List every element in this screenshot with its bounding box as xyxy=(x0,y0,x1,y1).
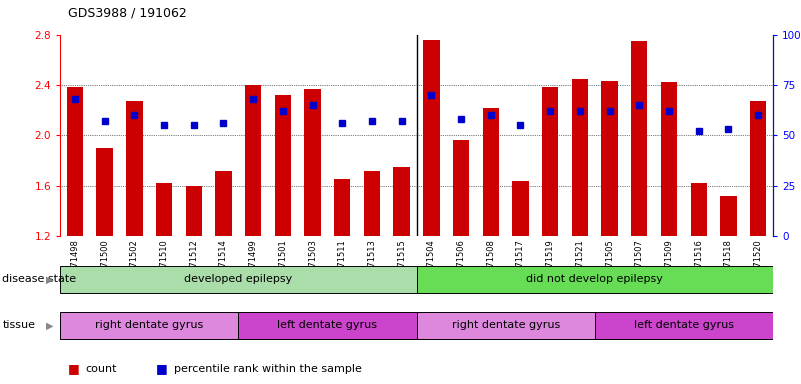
Text: did not develop epilepsy: did not develop epilepsy xyxy=(526,274,663,285)
Bar xyxy=(127,101,143,236)
Text: percentile rank within the sample: percentile rank within the sample xyxy=(174,364,362,374)
Bar xyxy=(594,312,773,339)
Bar xyxy=(156,183,172,236)
Bar xyxy=(750,101,767,236)
Text: left dentate gyrus: left dentate gyrus xyxy=(277,320,377,331)
Bar xyxy=(334,179,350,236)
Text: GDS3988 / 191062: GDS3988 / 191062 xyxy=(68,6,187,19)
Bar xyxy=(572,79,588,236)
Bar xyxy=(417,312,594,339)
Bar xyxy=(186,186,202,236)
Bar xyxy=(96,148,113,236)
Text: ■: ■ xyxy=(68,362,80,375)
Text: ■: ■ xyxy=(156,362,168,375)
Text: ▶: ▶ xyxy=(46,320,54,331)
Bar xyxy=(453,141,469,236)
Text: ▶: ▶ xyxy=(46,274,54,285)
Bar xyxy=(542,88,558,236)
Bar xyxy=(215,170,231,236)
Text: count: count xyxy=(86,364,117,374)
Bar xyxy=(423,40,440,236)
Text: left dentate gyrus: left dentate gyrus xyxy=(634,320,734,331)
Bar xyxy=(60,312,239,339)
Bar xyxy=(245,85,261,236)
Bar xyxy=(483,108,499,236)
Bar xyxy=(417,266,773,293)
Bar xyxy=(513,181,529,236)
Bar xyxy=(720,196,737,236)
Bar xyxy=(66,88,83,236)
Bar xyxy=(631,41,647,236)
Bar xyxy=(239,312,417,339)
Text: right dentate gyrus: right dentate gyrus xyxy=(452,320,560,331)
Text: tissue: tissue xyxy=(2,320,35,331)
Bar xyxy=(661,83,677,236)
Bar xyxy=(690,183,706,236)
Bar xyxy=(275,95,291,236)
Bar xyxy=(393,167,410,236)
Bar xyxy=(60,266,417,293)
Text: developed epilepsy: developed epilepsy xyxy=(184,274,292,285)
Text: right dentate gyrus: right dentate gyrus xyxy=(95,320,203,331)
Text: disease state: disease state xyxy=(2,274,77,285)
Bar xyxy=(364,170,380,236)
Bar xyxy=(602,81,618,236)
Bar xyxy=(304,89,320,236)
